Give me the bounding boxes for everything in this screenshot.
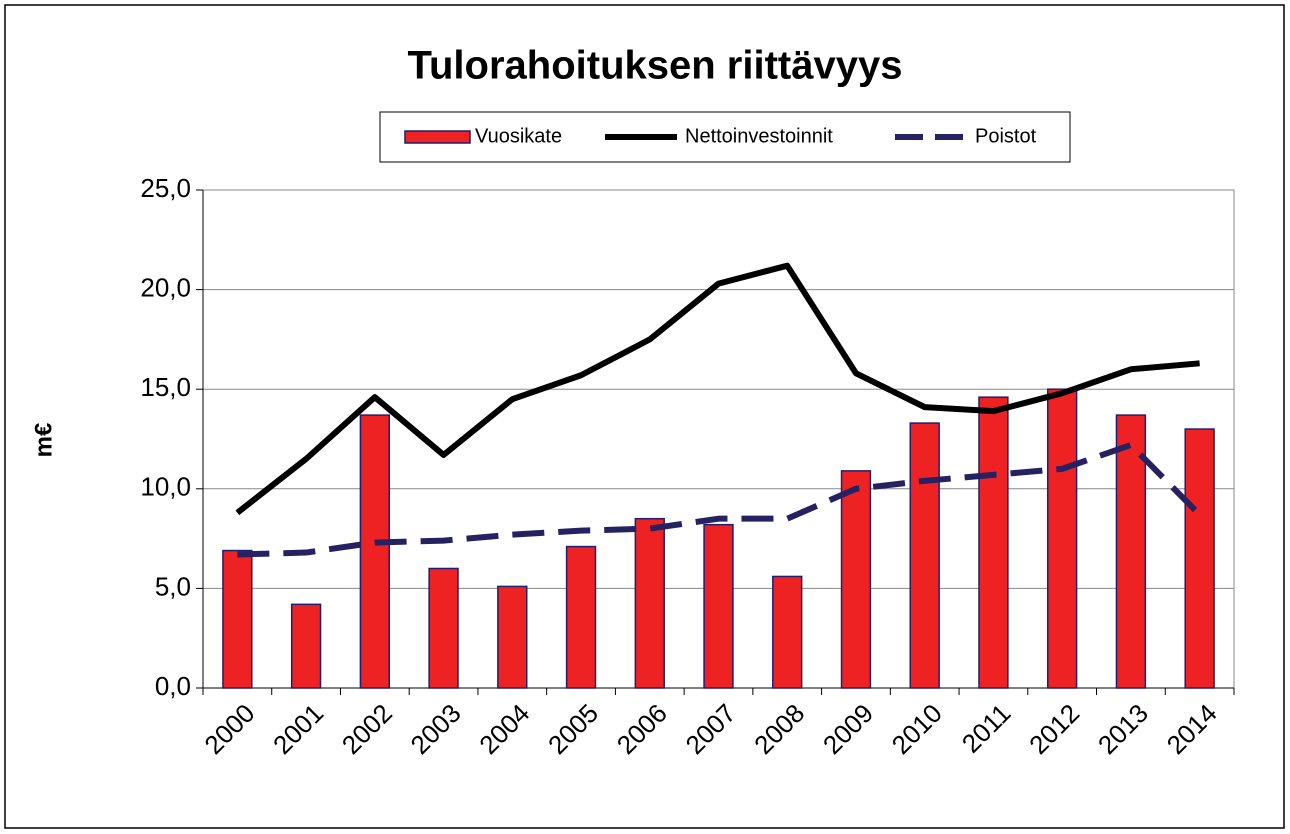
bar xyxy=(222,549,253,689)
y-tick-label: 0,0 xyxy=(155,671,191,701)
y-tick-label: 5,0 xyxy=(155,571,191,601)
y-tick-label: 20,0 xyxy=(140,272,191,302)
line-series xyxy=(237,441,1202,558)
y-tick-label: 25,0 xyxy=(140,173,191,203)
bar xyxy=(909,422,940,689)
y-tick-label: 15,0 xyxy=(140,372,191,402)
bar xyxy=(359,414,391,689)
bar xyxy=(840,470,872,689)
legend-swatch xyxy=(404,130,471,144)
legend-label: Nettoinvestoinnit xyxy=(685,125,833,147)
line-series xyxy=(235,262,1200,516)
bar xyxy=(565,545,597,689)
bar xyxy=(1046,388,1078,689)
bar xyxy=(428,567,459,689)
bar xyxy=(497,585,528,689)
bar xyxy=(772,575,803,689)
bar xyxy=(1115,414,1147,689)
bar xyxy=(634,517,665,689)
chart-title: Tulorahoituksen riittävyys xyxy=(408,44,903,88)
bar xyxy=(290,603,322,689)
bar xyxy=(703,523,734,689)
bar xyxy=(978,396,1009,689)
legend-label: Poistot xyxy=(975,125,1037,147)
bar xyxy=(1184,428,1215,689)
y-tick-label: 10,0 xyxy=(140,472,191,502)
legend-label: Vuosikate xyxy=(475,125,562,147)
y-axis-label: m€ xyxy=(30,423,57,458)
